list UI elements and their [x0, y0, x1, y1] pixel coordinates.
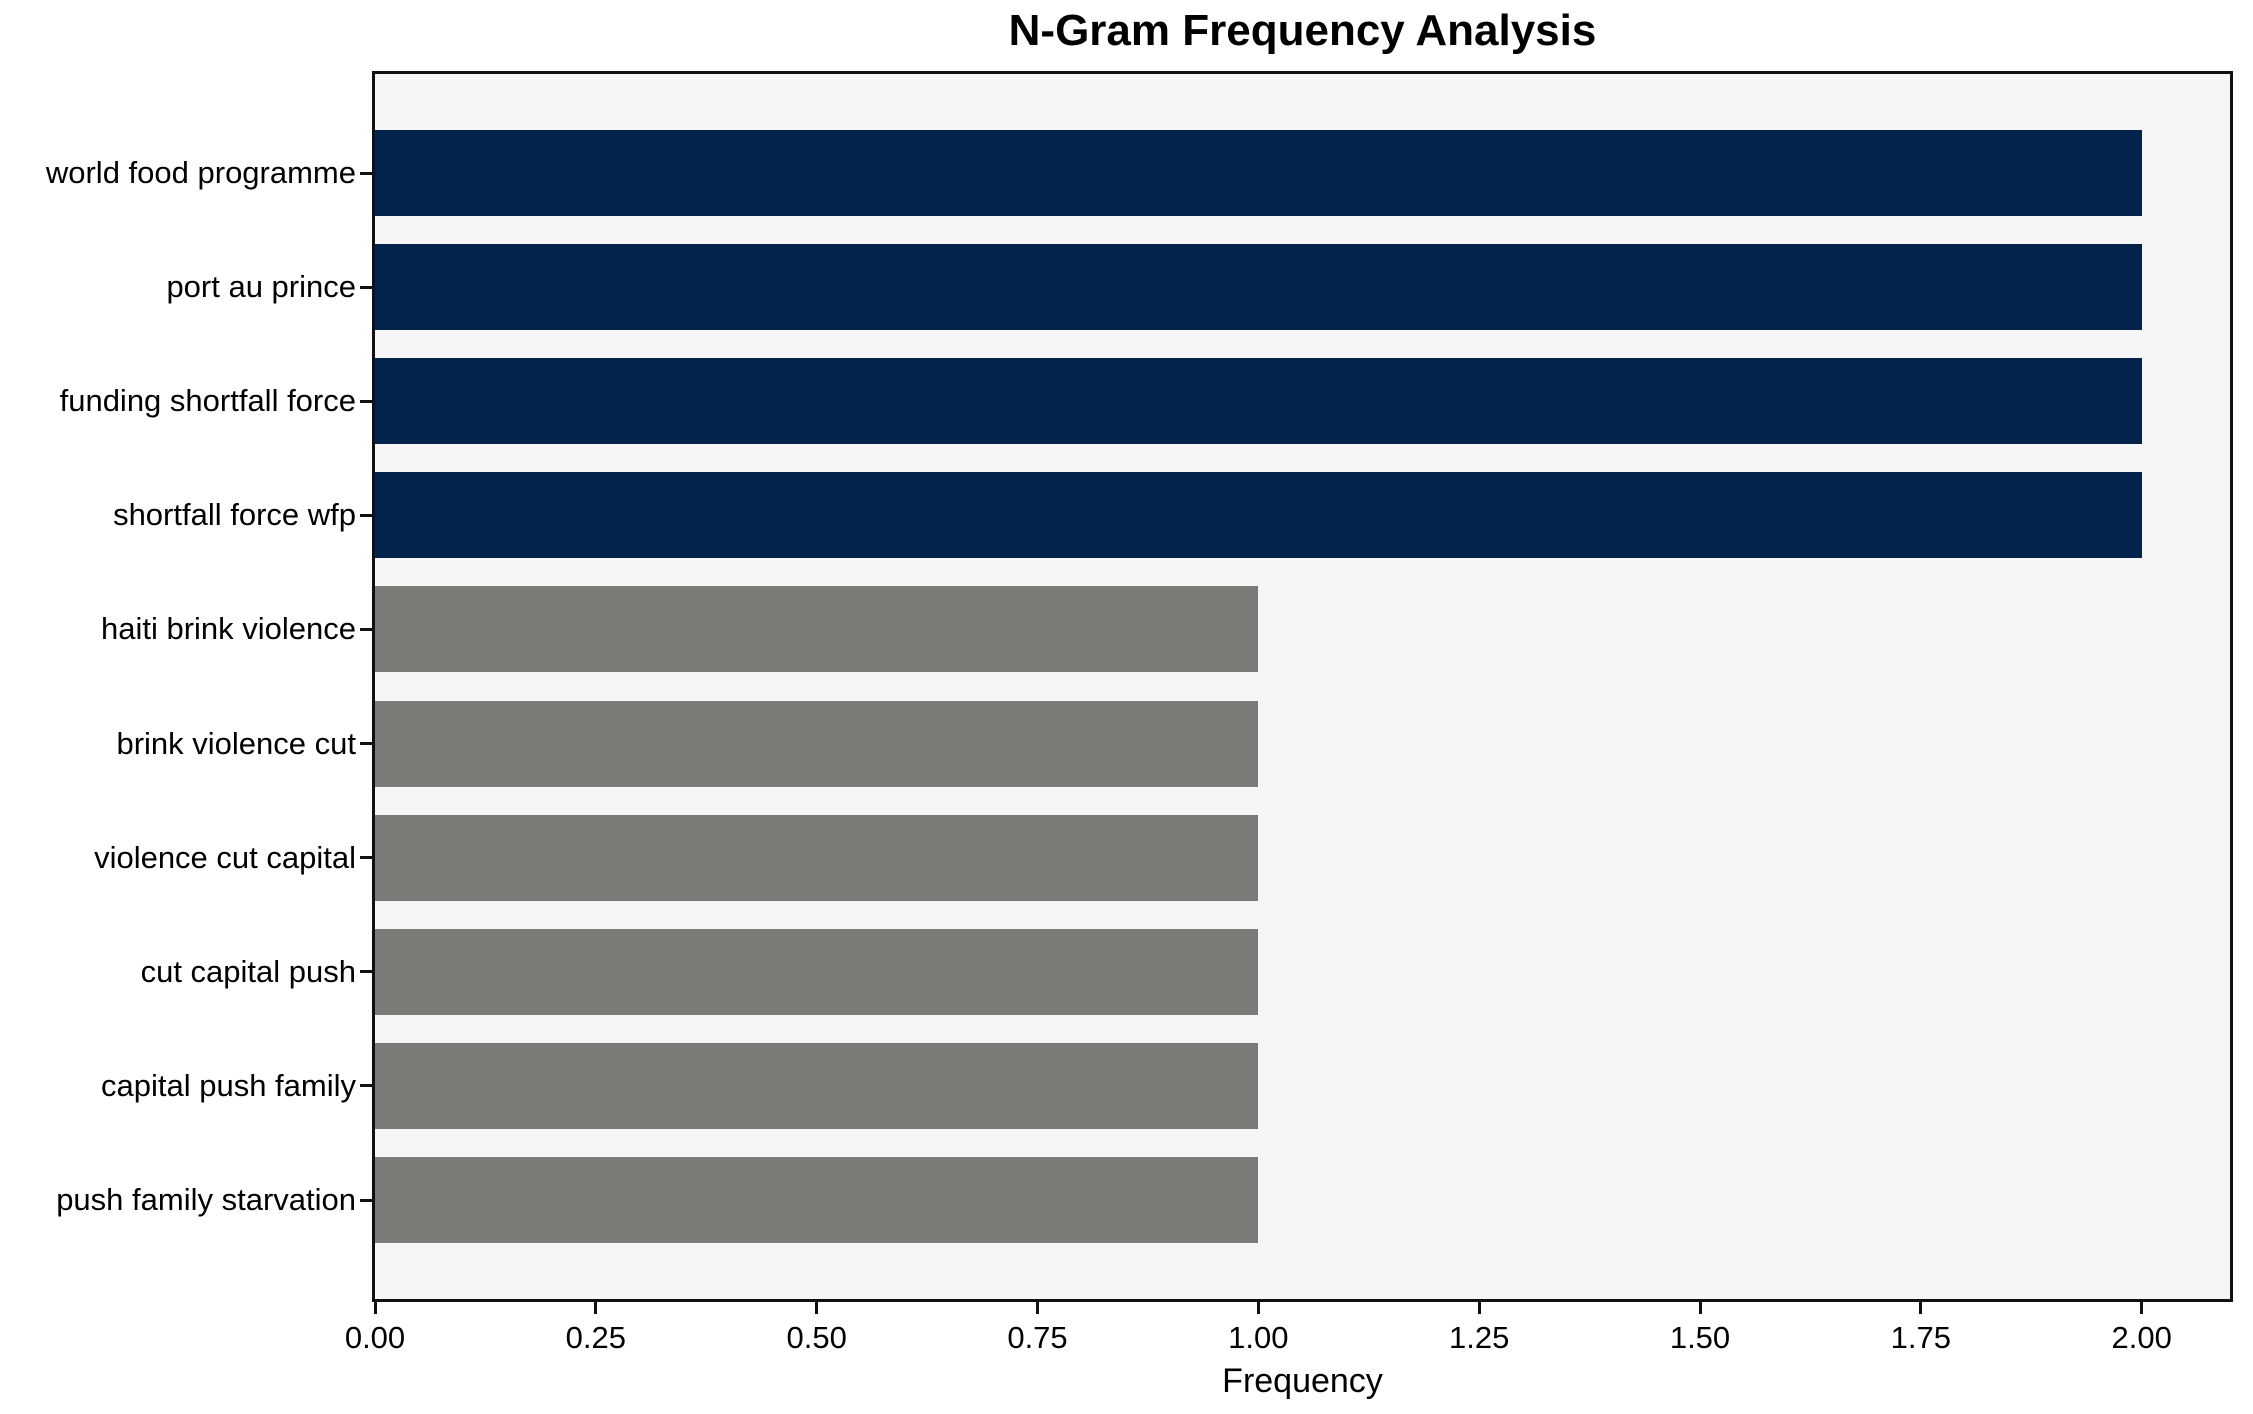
- x-tick-mark: [1477, 1302, 1481, 1314]
- x-tick-label: 0.50: [786, 1320, 847, 1355]
- chart-title: N-Gram Frequency Analysis: [1008, 6, 1597, 55]
- y-tick-mark: [360, 1198, 372, 1202]
- bar-world-food-programme: [375, 130, 2142, 216]
- x-tick-label: 0.00: [344, 1320, 406, 1355]
- x-tick-mark: [1919, 1302, 1923, 1314]
- y-tick-label: brink violence cut: [116, 725, 356, 761]
- bar-funding-shortfall-force: [375, 358, 2142, 445]
- bar-cut-capital-push: [375, 928, 1259, 1015]
- x-tick-mark: [1256, 1302, 1260, 1314]
- y-tick-mark: [360, 1084, 372, 1088]
- y-tick-mark: [360, 742, 372, 746]
- y-tick-label: cut capital push: [140, 953, 356, 989]
- x-tick-mark: [373, 1302, 377, 1314]
- bar-capital-push-family: [375, 1042, 1259, 1129]
- y-tick-label: port au prince: [166, 269, 356, 305]
- y-tick-mark: [360, 171, 372, 175]
- y-tick-label: shortfall force wfp: [113, 497, 356, 533]
- x-tick-label: 1.50: [1669, 1320, 1731, 1355]
- x-tick-mark: [1036, 1302, 1039, 1314]
- y-tick-label: capital push family: [100, 1067, 356, 1103]
- y-tick-label: violence cut capital: [94, 839, 356, 875]
- y-tick-mark: [360, 513, 372, 517]
- x-tick-mark: [2140, 1302, 2144, 1314]
- bar-brink-violence-cut: [375, 700, 1259, 787]
- x-tick-mark: [594, 1302, 598, 1314]
- y-tick-mark: [360, 399, 372, 403]
- x-tick-label: 1.75: [1890, 1320, 1951, 1355]
- x-tick-label: 1.25: [1448, 1320, 1510, 1355]
- x-axis-label: Frequency: [1222, 1362, 1383, 1400]
- x-tick-mark: [1698, 1302, 1702, 1314]
- y-tick-label: funding shortfall force: [59, 383, 356, 419]
- x-tick-label: 2.00: [2111, 1320, 2172, 1355]
- y-tick-label: haiti brink violence: [100, 611, 356, 647]
- y-tick-mark: [360, 627, 372, 631]
- bar-push-family-starvation: [375, 1157, 1259, 1243]
- y-tick-mark: [360, 970, 372, 974]
- bar-haiti-brink-violence: [375, 586, 1259, 673]
- y-tick-label: world food programme: [45, 155, 356, 190]
- bar-port-au-prince: [375, 244, 2142, 331]
- x-tick-label: 0.75: [1007, 1320, 1068, 1355]
- y-tick-label: push family starvation: [56, 1182, 356, 1217]
- x-tick-label: 1.00: [1228, 1320, 1289, 1355]
- y-tick-mark: [360, 285, 372, 289]
- x-tick-label: 0.25: [565, 1320, 626, 1355]
- bar-violence-cut-capital: [375, 814, 1259, 901]
- bar-shortfall-force-wfp: [375, 472, 2142, 559]
- plot-area: [372, 71, 2233, 1302]
- x-tick-mark: [815, 1302, 819, 1314]
- y-tick-mark: [360, 856, 372, 860]
